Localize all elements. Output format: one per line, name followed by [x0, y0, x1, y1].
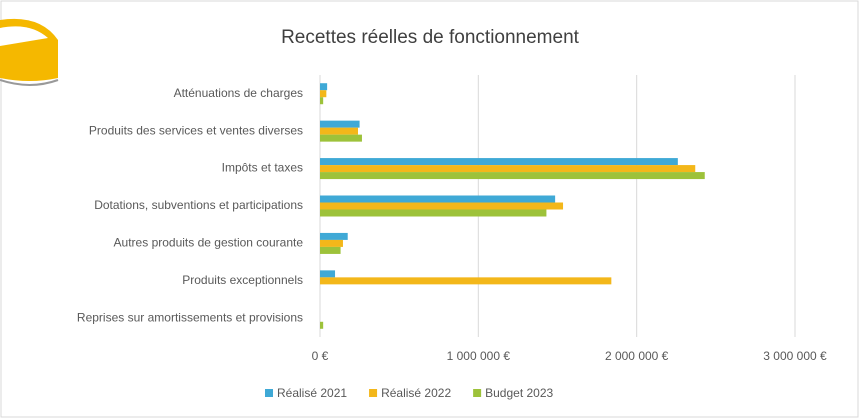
y-tick-label: Impôts et taxes [222, 161, 303, 175]
x-tick-label: 3 000 000 € [763, 349, 827, 363]
logo [0, 18, 59, 86]
legend-label: Réalisé 2022 [381, 386, 451, 400]
legend-label: Budget 2023 [485, 386, 553, 400]
bar [320, 246, 341, 254]
bar [320, 120, 360, 128]
bar [320, 277, 612, 285]
x-tick-label: 1 000 000 € [447, 349, 511, 363]
bar [320, 90, 327, 98]
bar [320, 270, 336, 278]
x-tick-label: 0 € [312, 349, 329, 363]
legend-swatch [473, 389, 482, 397]
bar [320, 158, 678, 166]
legend-label: Réalisé 2021 [277, 386, 347, 400]
y-tick-label: Autres produits de gestion courante [114, 236, 304, 250]
bar [320, 232, 348, 240]
y-tick-label: Produits exceptionnels [182, 273, 303, 287]
legend-swatch [369, 389, 378, 397]
bar [320, 202, 564, 210]
bar [320, 209, 547, 217]
bar [320, 127, 358, 135]
bar [320, 134, 362, 142]
y-tick-label: Dotations, subventions et participations [94, 198, 303, 212]
legend-swatch [265, 389, 273, 397]
bar [320, 321, 324, 329]
bar [320, 97, 324, 105]
bar [320, 83, 328, 91]
x-tick-label: 2 000 000 € [605, 349, 669, 363]
y-tick-label: Produits des services et ventes diverses [89, 123, 303, 137]
bar [320, 195, 556, 203]
chart-title: Recettes réelles de fonctionnement [281, 27, 580, 48]
bar [320, 239, 343, 247]
y-tick-label: Reprises sur amortissements et provision… [77, 310, 303, 324]
y-tick-label: Atténuations de charges [174, 86, 303, 100]
bar [320, 172, 705, 180]
bar [320, 165, 696, 173]
